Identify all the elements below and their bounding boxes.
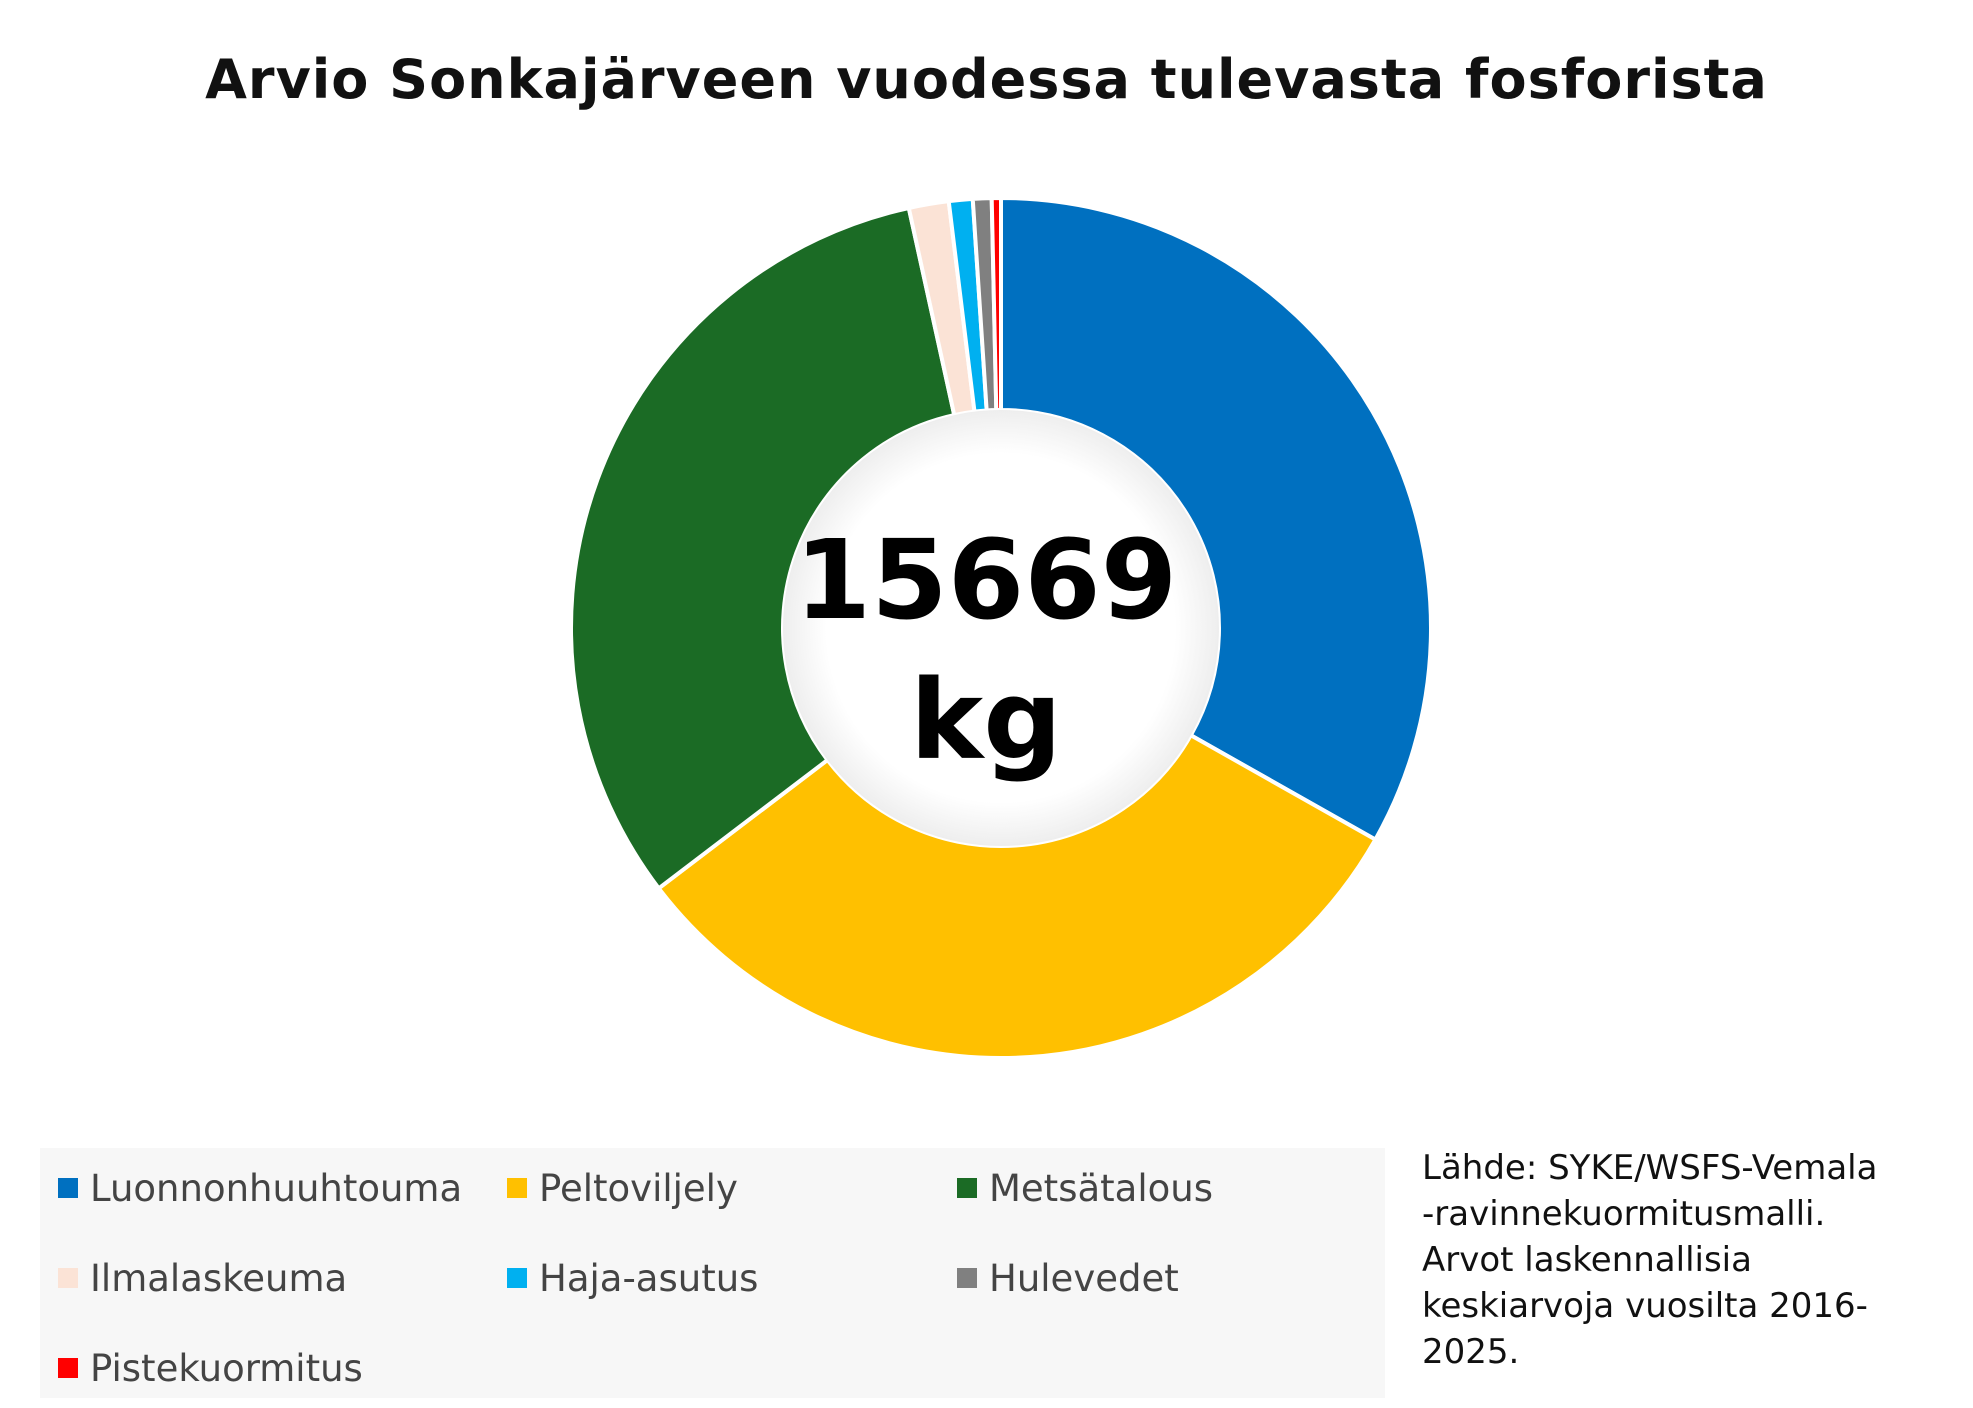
legend-swatch xyxy=(507,1178,527,1198)
source-line: -ravinnekuormitusmalli. xyxy=(1422,1194,1826,1234)
legend-item-pistekuormitus: Pistekuormitus xyxy=(58,1346,363,1390)
legend-item-haja-asutus: Haja-asutus xyxy=(507,1256,758,1300)
center-total-unit: kg xyxy=(910,656,1062,784)
source-note: Lähde: SYKE/WSFS-Vemala -ravinnekuormitu… xyxy=(1422,1145,1942,1375)
legend-item-luonnonhuuhtouma: Luonnonhuuhtouma xyxy=(58,1166,462,1210)
legend-swatch xyxy=(58,1178,78,1198)
legend-item-peltoviljely: Peltoviljely xyxy=(507,1166,738,1210)
legend-label: Peltoviljely xyxy=(539,1166,738,1210)
legend-item-hulevedet: Hulevedet xyxy=(957,1256,1179,1300)
legend-label: Metsätalous xyxy=(989,1166,1213,1210)
source-line: 2025. xyxy=(1422,1332,1520,1372)
donut-chart xyxy=(571,198,1431,1058)
legend-swatch xyxy=(58,1358,78,1378)
center-total-label: 15669 kg xyxy=(786,510,1186,790)
legend-label: Haja-asutus xyxy=(539,1256,759,1300)
legend-item-ilmalaskeuma: Ilmalaskeuma xyxy=(58,1256,347,1300)
legend-label: Pistekuormitus xyxy=(90,1346,363,1390)
legend-swatch xyxy=(957,1178,977,1198)
legend-label: Hulevedet xyxy=(989,1256,1179,1300)
legend-label: Luonnonhuuhtouma xyxy=(90,1166,463,1210)
source-line: Arvot laskennallisia xyxy=(1422,1240,1752,1280)
source-line: keskiarvoja vuosilta 2016- xyxy=(1422,1286,1868,1326)
chart-title: Arvio Sonkajärveen vuodessa tulevasta fo… xyxy=(205,48,1768,111)
legend-item-metsatalous: Metsätalous xyxy=(957,1166,1213,1210)
legend: Luonnonhuuhtouma Peltoviljely Metsätalou… xyxy=(40,1148,1385,1398)
center-total-value: 15669 xyxy=(794,516,1178,644)
source-line: Lähde: SYKE/WSFS-Vemala xyxy=(1422,1148,1878,1188)
donut-hole xyxy=(783,410,1219,846)
legend-swatch xyxy=(58,1268,78,1288)
legend-label: Ilmalaskeuma xyxy=(90,1256,348,1300)
legend-swatch xyxy=(507,1268,527,1288)
legend-swatch xyxy=(957,1268,977,1288)
